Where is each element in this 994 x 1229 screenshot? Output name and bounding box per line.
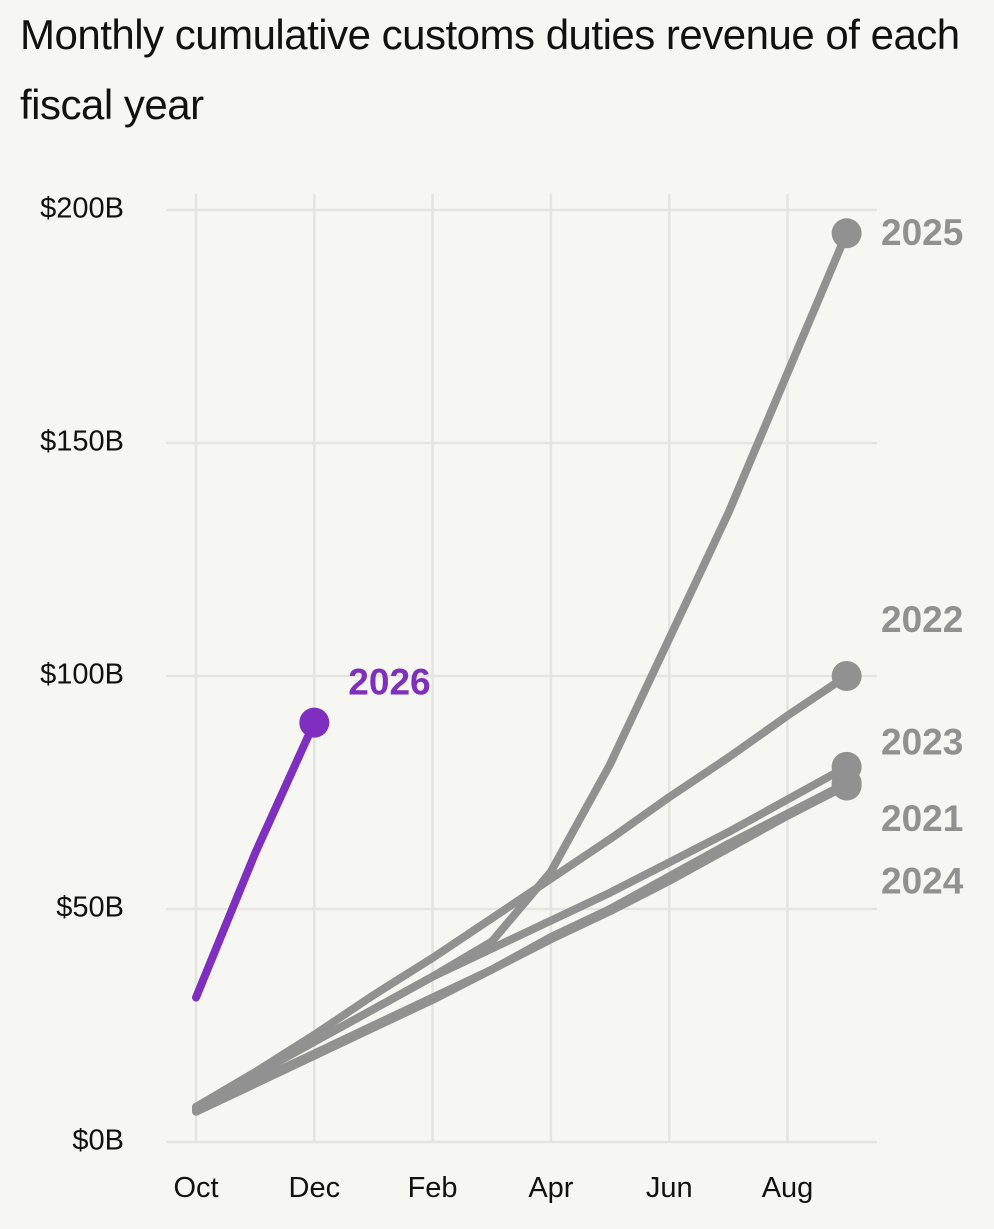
series-lines	[192, 218, 862, 1116]
series-label-2021: 2021	[881, 798, 963, 839]
series-end-marker-2026	[299, 707, 330, 738]
series-line-2022	[192, 672, 851, 1111]
gridlines	[166, 194, 877, 1144]
series-line-2026	[192, 718, 319, 1002]
series-labels: 2021 2022 2023 2024 2025 2026	[348, 212, 963, 901]
y-tick-label: $150B	[40, 426, 124, 458]
series-end-marker-2022	[831, 661, 862, 691]
x-tick-label: Feb	[408, 1172, 458, 1204]
series-line-2025	[192, 229, 851, 1114]
axis-labels: $0B $50B $100B $150B $200B Oct Dec Feb Apr Jun Aug	[40, 193, 813, 1204]
series-line-2024	[192, 781, 851, 1114]
chart-title: Monthly cumulative customs duties revenu…	[20, 11, 960, 128]
y-tick-label: $200B	[40, 193, 124, 225]
series-label-2024: 2024	[881, 860, 964, 901]
series-label-2022: 2022	[881, 599, 963, 640]
series-end-marker-2024	[831, 770, 862, 801]
x-tick-label: Dec	[289, 1172, 341, 1204]
x-tick-label: Aug	[762, 1172, 814, 1204]
series-label-2023: 2023	[881, 722, 963, 763]
series-label-2026: 2026	[348, 661, 430, 702]
x-tick-label: Oct	[173, 1172, 218, 1204]
y-tick-label: $50B	[56, 892, 124, 924]
x-tick-label: Jun	[646, 1172, 693, 1204]
x-tick-label: Apr	[528, 1172, 573, 1204]
y-tick-label: $0B	[72, 1125, 124, 1157]
y-tick-label: $100B	[40, 659, 124, 691]
series-end-marker-2025	[831, 218, 862, 249]
series-label-2025: 2025	[881, 212, 963, 253]
